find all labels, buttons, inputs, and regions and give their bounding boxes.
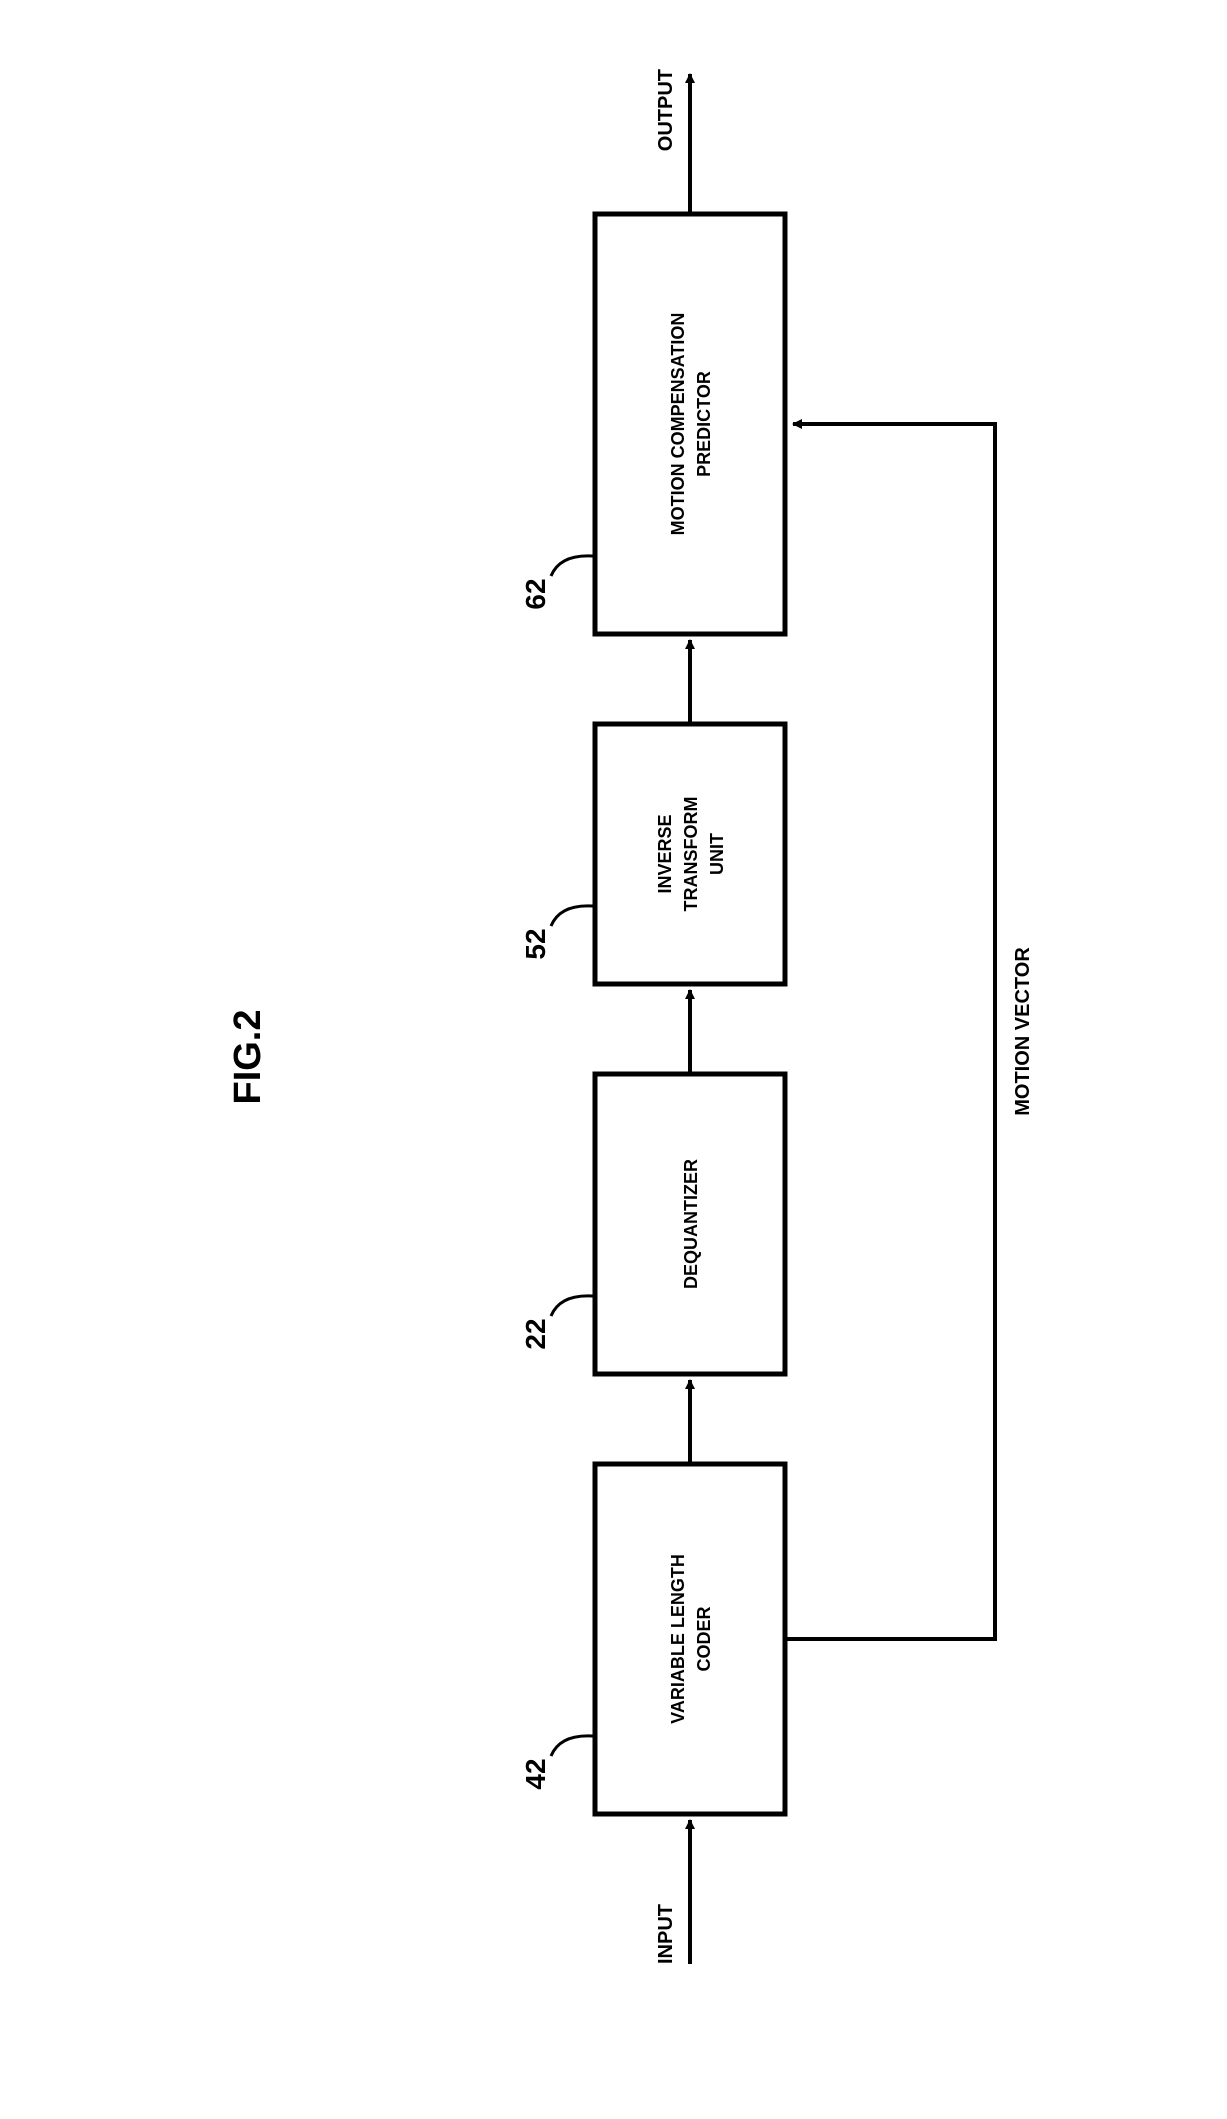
output-label: OUTPUT [655,69,677,151]
ref-tick-inv [551,906,593,926]
block-ref-mcp: 62 [520,578,551,609]
block-ref-deq: 22 [520,1318,551,1349]
block-ref-vlc: 42 [520,1758,551,1789]
ref-tick-vlc [551,1736,593,1756]
block-label-vlc-0: VARIABLE LENGTH [668,1554,688,1724]
block-label-mcp-1: PREDICTOR [694,371,714,477]
block-label-vlc-1: CODER [694,1606,714,1671]
ref-tick-mcp [551,556,593,576]
motion-vector-path [785,424,995,1639]
block-label-deq-0: DEQUANTIZER [681,1159,701,1289]
ref-tick-deq [551,1296,593,1316]
block-label-inv-2: UNIT [707,833,727,875]
motion-vector-label: MOTION VECTOR [1012,947,1034,1116]
block-mcp [595,214,785,634]
input-label: INPUT [655,1904,677,1964]
block-label-inv-1: TRANSFORM [681,797,701,912]
block-vlc [595,1464,785,1814]
block-label-mcp-0: MOTION COMPENSATION [668,313,688,536]
figure-title: FIG.2 [227,1009,269,1104]
block-ref-inv: 52 [520,928,551,959]
block-label-inv-0: INVERSE [655,814,675,893]
